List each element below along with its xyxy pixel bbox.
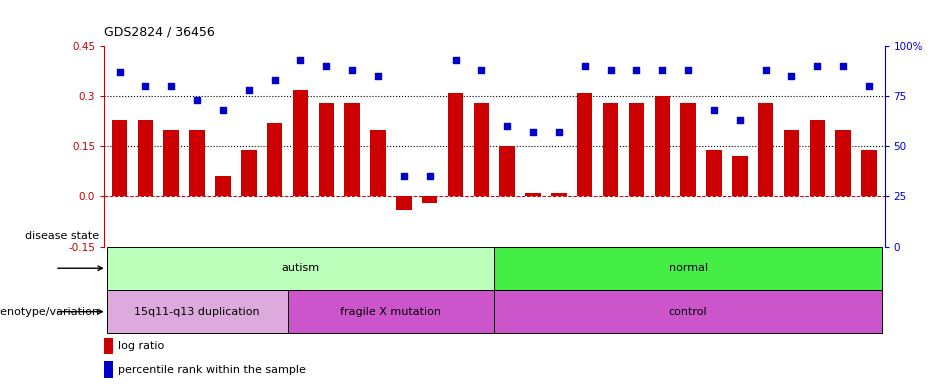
Bar <box>189 130 205 197</box>
Bar <box>370 130 386 197</box>
Point <box>216 107 231 113</box>
Bar <box>810 119 825 197</box>
Bar <box>629 103 644 197</box>
Bar <box>319 103 334 197</box>
Bar <box>107 290 288 333</box>
Point <box>138 83 153 89</box>
Bar <box>104 361 114 378</box>
Point <box>707 107 722 113</box>
Bar <box>241 150 256 197</box>
Bar <box>680 103 696 197</box>
Point <box>810 63 825 69</box>
Bar <box>215 176 231 197</box>
Bar <box>835 130 850 197</box>
Bar <box>499 146 515 197</box>
Bar <box>707 150 722 197</box>
Point <box>680 67 695 73</box>
Bar <box>783 130 799 197</box>
Bar <box>861 150 877 197</box>
Point <box>862 83 877 89</box>
Bar <box>292 89 308 197</box>
Bar <box>104 338 114 354</box>
Bar <box>138 119 153 197</box>
Bar <box>603 103 619 197</box>
Point <box>241 87 256 93</box>
Bar <box>758 103 774 197</box>
Bar <box>525 193 541 197</box>
Point <box>835 63 850 69</box>
Point <box>293 57 308 63</box>
Point <box>344 67 359 73</box>
Bar <box>344 103 359 197</box>
Bar <box>494 247 882 290</box>
Point <box>655 67 670 73</box>
Point <box>525 129 540 135</box>
Point <box>474 67 489 73</box>
Text: control: control <box>669 307 708 317</box>
Text: 15q11-q13 duplication: 15q11-q13 duplication <box>134 307 260 317</box>
Bar <box>577 93 592 197</box>
Bar <box>732 156 747 197</box>
Point <box>732 117 747 123</box>
Text: autism: autism <box>281 263 320 273</box>
Point <box>164 83 179 89</box>
Point <box>499 123 515 129</box>
Point <box>396 173 412 179</box>
Point <box>267 77 282 83</box>
Point <box>112 69 127 75</box>
Point <box>758 67 773 73</box>
Bar <box>107 247 494 290</box>
Point <box>603 67 618 73</box>
Point <box>577 63 592 69</box>
Bar <box>474 103 489 197</box>
Bar <box>164 130 179 197</box>
Text: GDS2824 / 36456: GDS2824 / 36456 <box>104 25 215 38</box>
Text: disease state: disease state <box>26 231 99 241</box>
Bar <box>552 193 567 197</box>
Point <box>629 67 644 73</box>
Bar <box>267 123 282 197</box>
Text: fragile X mutation: fragile X mutation <box>341 307 442 317</box>
Text: genotype/variation: genotype/variation <box>0 307 99 317</box>
Text: percentile rank within the sample: percentile rank within the sample <box>118 365 306 375</box>
Point <box>371 73 386 79</box>
Bar <box>288 290 494 333</box>
Bar <box>422 197 437 203</box>
Point <box>784 73 799 79</box>
Bar <box>447 93 464 197</box>
Text: log ratio: log ratio <box>118 341 165 351</box>
Point <box>422 173 437 179</box>
Point <box>319 63 334 69</box>
Point <box>448 57 464 63</box>
Bar <box>655 96 670 197</box>
Point <box>552 129 567 135</box>
Bar <box>494 290 882 333</box>
Bar <box>112 119 128 197</box>
Text: normal: normal <box>669 263 708 273</box>
Bar <box>396 197 412 210</box>
Point <box>189 97 204 103</box>
